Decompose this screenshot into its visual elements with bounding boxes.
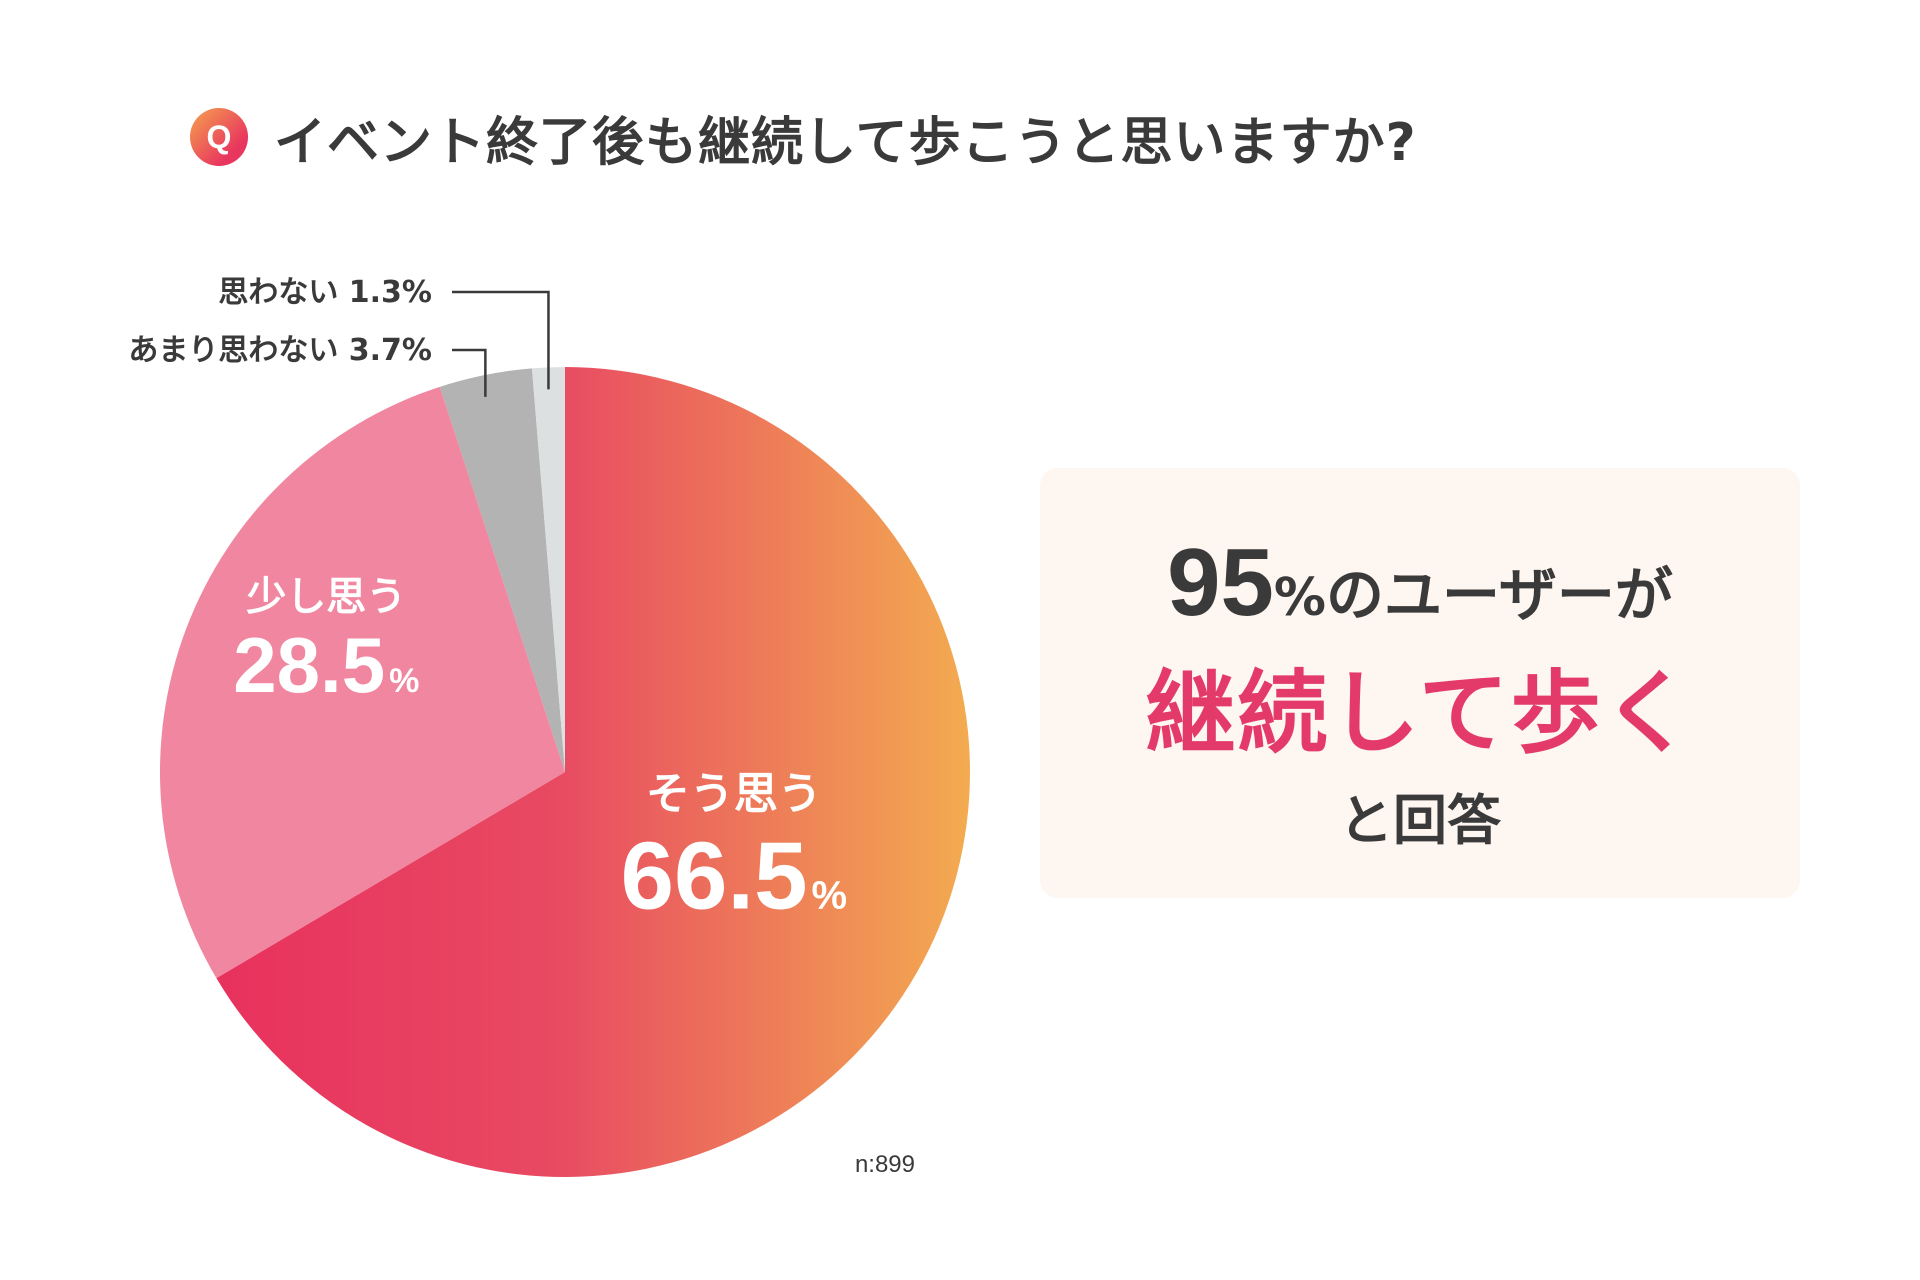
slice-label-second: 少し思う — [246, 574, 406, 620]
slice-value-second: 28.5% — [233, 621, 419, 709]
pie-slice-2 — [160, 386, 565, 979]
leader-line-1 — [452, 290, 550, 390]
callout-label-1: 思わない 1.3% — [218, 275, 432, 310]
slice-value-main: 66.5% — [621, 822, 847, 929]
slice-label-main: そう思う — [646, 768, 822, 819]
summary-percent: % — [1273, 568, 1327, 628]
summary-line-3: と回答 — [1339, 789, 1501, 852]
pie-slice-3 — [439, 368, 565, 772]
pie-slice-4 — [531, 367, 565, 772]
summary-suffix: のユーザーが — [1326, 561, 1673, 629]
pie-slice-1 — [216, 367, 971, 1177]
question-header: Q イベント終了後も継続して歩こうと思いますか? — [190, 92, 1417, 182]
page-title: イベント終了後も継続して歩こうと思いますか? — [274, 112, 1417, 173]
summary-number: 95 — [1167, 529, 1274, 636]
summary-callout: 95%のユーザーが 継続して歩く と回答 — [1040, 468, 1800, 898]
pie-slices — [160, 367, 971, 1177]
question-badge: Q — [190, 108, 248, 166]
pie-callouts: 思わない 1.3% あまり思わない 3.7% — [128, 275, 550, 397]
leader-line-2 — [452, 348, 487, 397]
callout-label-2: あまり思わない 3.7% — [128, 333, 432, 368]
summary-line-1: 95%のユーザーが — [1040, 528, 1800, 638]
sample-size: n:899 — [855, 1151, 915, 1178]
summary-highlight: 継続して歩く — [1145, 661, 1695, 766]
